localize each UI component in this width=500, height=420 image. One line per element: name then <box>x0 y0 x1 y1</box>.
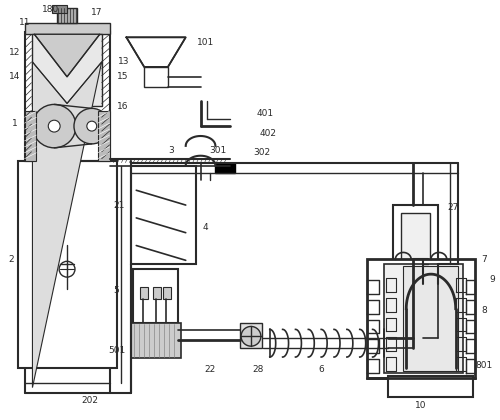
Text: 1: 1 <box>12 119 18 128</box>
Bar <box>144 67 168 87</box>
Circle shape <box>87 121 97 131</box>
Text: 301: 301 <box>210 146 227 155</box>
Text: 9: 9 <box>490 275 495 284</box>
Bar <box>18 161 116 368</box>
Text: 302: 302 <box>254 148 270 157</box>
Text: 5: 5 <box>114 286 119 295</box>
Text: 21: 21 <box>114 201 125 210</box>
Bar <box>57 8 77 23</box>
Circle shape <box>32 105 76 148</box>
Text: 8: 8 <box>482 306 487 315</box>
Circle shape <box>74 108 110 144</box>
Text: 202: 202 <box>82 396 98 405</box>
Polygon shape <box>34 34 100 77</box>
Text: 13: 13 <box>118 58 129 66</box>
Text: 11: 11 <box>19 18 30 27</box>
Circle shape <box>48 120 60 132</box>
Bar <box>134 269 178 323</box>
Text: 402: 402 <box>260 129 276 137</box>
Text: 10: 10 <box>416 401 427 410</box>
Text: 2: 2 <box>8 255 14 264</box>
Bar <box>402 213 430 276</box>
Text: 101: 101 <box>197 38 214 47</box>
Text: 6: 6 <box>318 365 324 374</box>
Polygon shape <box>126 37 186 67</box>
Polygon shape <box>32 62 102 388</box>
Bar <box>394 205 438 284</box>
Text: 180: 180 <box>42 5 59 14</box>
Bar <box>140 287 148 299</box>
Bar <box>52 5 67 13</box>
Text: 22: 22 <box>205 365 216 374</box>
Bar <box>404 266 458 371</box>
Text: 501: 501 <box>108 346 125 354</box>
Bar <box>32 34 102 106</box>
Text: 4: 4 <box>202 223 208 232</box>
Text: 12: 12 <box>9 47 20 57</box>
Text: 3: 3 <box>168 146 174 155</box>
Bar <box>24 32 109 161</box>
Text: 17: 17 <box>91 8 102 17</box>
Polygon shape <box>216 163 235 173</box>
Bar <box>132 165 196 264</box>
Circle shape <box>59 261 75 277</box>
Text: 801: 801 <box>476 362 493 370</box>
Bar <box>132 323 181 358</box>
Bar <box>153 287 161 299</box>
Text: 16: 16 <box>116 102 128 111</box>
Text: 15: 15 <box>116 72 128 81</box>
Bar <box>240 323 262 348</box>
Text: 7: 7 <box>482 255 487 264</box>
Bar <box>24 111 36 161</box>
Bar <box>163 287 171 299</box>
Bar <box>384 264 462 373</box>
Text: 27: 27 <box>447 202 458 212</box>
Bar <box>98 111 110 161</box>
Bar <box>24 23 109 34</box>
Bar <box>388 376 472 397</box>
Text: 14: 14 <box>9 72 20 81</box>
Bar <box>366 259 476 378</box>
Circle shape <box>241 326 261 346</box>
Text: 28: 28 <box>252 365 264 374</box>
Text: 401: 401 <box>256 109 274 118</box>
